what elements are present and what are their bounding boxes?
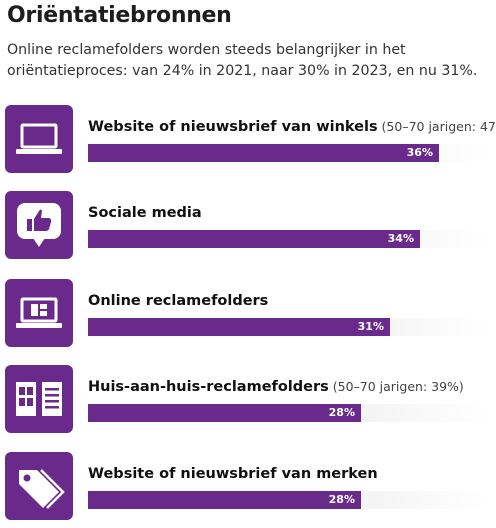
open-folder-icon: [5, 365, 73, 433]
bar: 28%: [88, 491, 361, 509]
bar-row: Online reclamefolders 31%: [0, 279, 496, 351]
category-label: Website of nieuwsbrief van merken: [88, 466, 378, 482]
category-label: Huis-aan-huis-reclamefolders (50–70 jari…: [88, 379, 464, 395]
bar-value-label: 28%: [328, 493, 355, 506]
bar-value-label: 28%: [328, 406, 355, 419]
bar-track: 28%: [88, 404, 488, 422]
bar: 34%: [88, 230, 420, 248]
bar-row: Website of nieuwsbrief van winkels (50–7…: [0, 105, 496, 177]
bar: 28%: [88, 404, 361, 422]
bar: 36%: [88, 144, 439, 162]
category-note: (50–70 jarigen: 39%): [328, 379, 464, 394]
bar: 31%: [88, 318, 390, 336]
chart-title: Oriëntatiebronnen: [7, 3, 232, 28]
thumbs-up-icon: [5, 191, 73, 259]
category-name: Sociale media: [88, 205, 202, 221]
bar-track: 36%: [88, 144, 488, 162]
category-name: Website of nieuwsbrief van winkels: [88, 119, 378, 135]
category-label: Sociale media: [88, 205, 202, 221]
laptop-folder-icon: [5, 279, 73, 347]
bar-value-label: 34%: [387, 232, 414, 245]
category-name: Huis-aan-huis-reclamefolders: [88, 379, 329, 395]
bar-track: 31%: [88, 318, 488, 336]
category-label: Website of nieuwsbrief van winkels (50–7…: [88, 119, 496, 135]
bar-row: Sociale media 34%: [0, 191, 496, 263]
category-note: (50–70 jarigen: 47%): [381, 119, 496, 134]
bar-value-label: 36%: [406, 146, 433, 159]
category-name: Online reclamefolders: [88, 293, 269, 309]
laptop-icon: [5, 105, 73, 173]
category-name: Website of nieuwsbrief van merken: [88, 466, 378, 482]
bar-row: Website of nieuwsbrief van merken 28%: [0, 452, 496, 524]
chart-subtitle: Online reclamefolders worden steeds bela…: [7, 42, 478, 79]
bar-track: 34%: [88, 230, 488, 248]
bar-track: 28%: [88, 491, 488, 509]
bar-value-label: 31%: [357, 320, 384, 333]
category-label: Online reclamefolders: [88, 293, 268, 309]
price-tag-icon: [5, 452, 73, 520]
bar-row: Huis-aan-huis-reclamefolders (50–70 jari…: [0, 365, 496, 437]
